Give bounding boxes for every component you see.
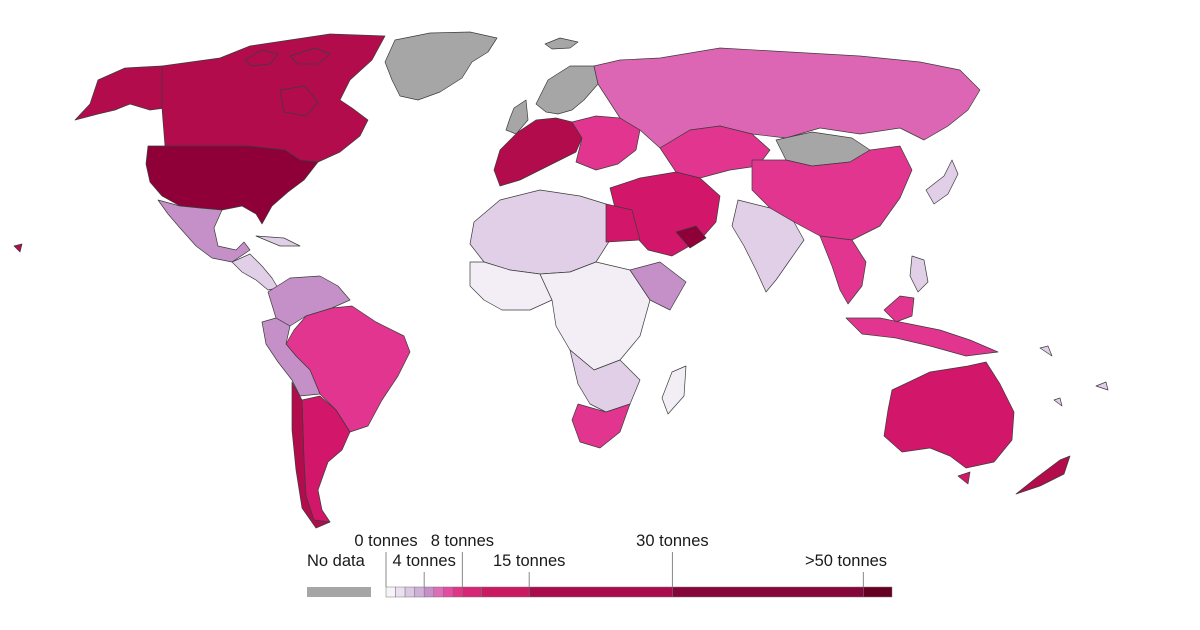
legend-color-scale: [385, 586, 893, 598]
legend-bin: [385, 586, 396, 598]
legend-tick-label: 30 tonnes: [636, 532, 708, 550]
region-western-europe[interactable]: [493, 117, 583, 187]
region-united-states[interactable]: [145, 145, 319, 225]
legend-ticks: 0 tonnes 4 tonnes 8 tonnes 15 tonnes 30 tonn…: [354, 532, 887, 587]
legend-bin: [863, 586, 893, 598]
legend-bin: [414, 586, 425, 598]
region-borneo[interactable]: [883, 295, 915, 323]
legend-bin: [481, 586, 530, 598]
region-indonesia[interactable]: [845, 317, 999, 357]
region-egypt[interactable]: [605, 203, 641, 243]
region-chile[interactable]: [291, 381, 331, 529]
legend-no-data-label: No data: [307, 552, 366, 570]
legend-tick-label: >50 tonnes: [805, 552, 887, 570]
legend-bin: [672, 586, 864, 598]
region-horn-of-africa[interactable]: [629, 261, 687, 311]
region-hawaii[interactable]: [13, 243, 23, 253]
region-india[interactable]: [731, 199, 805, 293]
legend-bin: [423, 586, 434, 598]
legend-bin: [528, 586, 673, 598]
region-eastern-europe[interactable]: [571, 115, 641, 171]
region-arctic-islands[interactable]: [244, 47, 331, 67]
region-pacific-islands[interactable]: [1039, 345, 1109, 407]
region-philippines[interactable]: [909, 255, 929, 293]
region-uk-ireland[interactable]: [505, 99, 529, 135]
legend-bin: [433, 586, 444, 598]
legend-tick-label: 8 tonnes: [431, 532, 494, 550]
legend-bin: [452, 586, 463, 598]
region-alaska[interactable]: [74, 65, 166, 121]
legend-no-data-swatch: [307, 587, 371, 597]
region-south-africa[interactable]: [571, 403, 631, 449]
region-scandinavia[interactable]: [535, 65, 599, 115]
region-central-africa[interactable]: [539, 261, 651, 371]
legend-tick-label: 0 tonnes: [354, 532, 417, 550]
region-central-america[interactable]: [231, 253, 279, 291]
region-iceland[interactable]: [544, 37, 579, 50]
region-tasmania[interactable]: [957, 471, 971, 485]
region-greenland[interactable]: [384, 31, 498, 101]
legend: No data 0 tonnes 4 tonnes 8 tonnes 15 tonne…: [307, 532, 893, 598]
region-new-zealand[interactable]: [1015, 455, 1071, 495]
region-andes-north[interactable]: [261, 317, 321, 397]
legend-bin: [404, 586, 415, 598]
region-gulf[interactable]: [675, 225, 707, 249]
region-caribbean[interactable]: [255, 235, 301, 247]
region-japan[interactable]: [925, 159, 959, 205]
region-southeast-asia[interactable]: [819, 235, 867, 305]
legend-bin: [462, 586, 482, 598]
legend-tick-label: 4 tonnes: [393, 552, 456, 570]
region-north-africa[interactable]: [469, 189, 611, 275]
region-russia[interactable]: [593, 47, 981, 149]
region-madagascar[interactable]: [661, 365, 687, 415]
region-mexico[interactable]: [157, 199, 251, 263]
legend-tick-label: 15 tonnes: [493, 552, 565, 570]
legend-bin: [395, 586, 406, 598]
region-australia[interactable]: [883, 361, 1015, 469]
region-west-africa[interactable]: [469, 261, 553, 311]
legend-bin: [443, 586, 454, 598]
